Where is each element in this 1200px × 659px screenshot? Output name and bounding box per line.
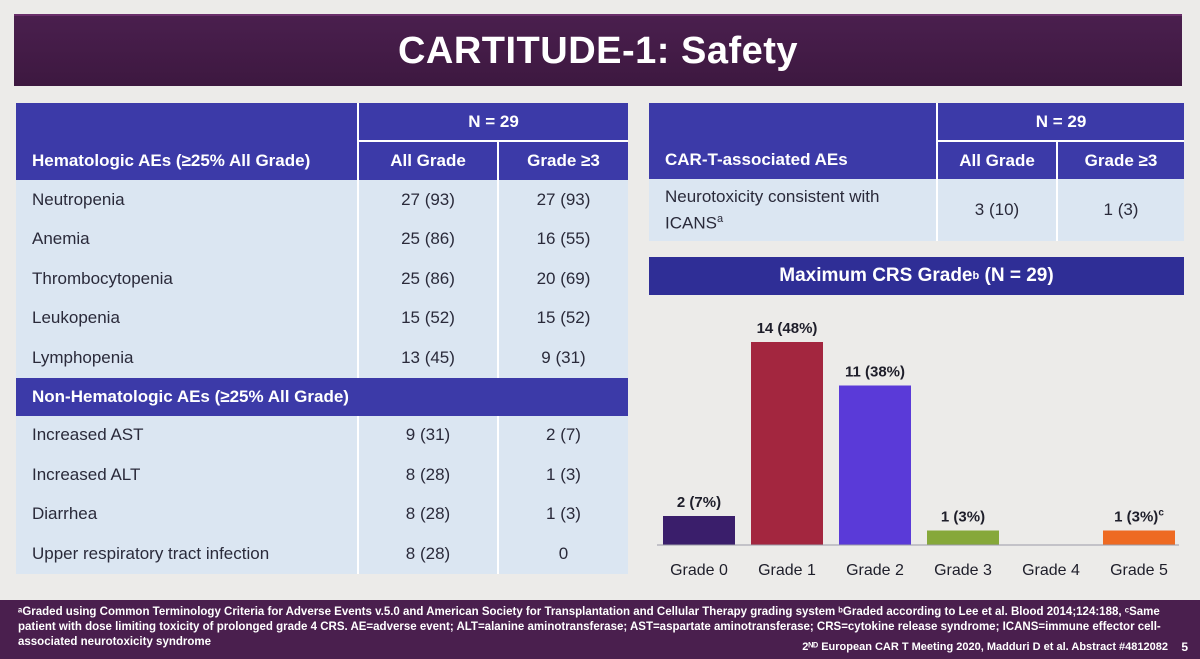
table-header-row: N = 29 [16, 103, 628, 142]
bar-grade-3 [927, 530, 999, 545]
col-header-all-grade: All Grade [936, 141, 1057, 179]
table-row: Increased AST 9 (31) 2 (7) [16, 415, 628, 455]
col-header-grade3: Grade ≥3 [1056, 141, 1184, 179]
cell-grade3: 16 (55) [497, 219, 628, 259]
cell-grade3: 20 (69) [497, 259, 628, 299]
cell-all-grade: 27 (93) [357, 180, 498, 220]
car-t-ae-table: N = 29 CAR-T-associated AEs All Grade Gr… [649, 103, 1184, 241]
slide-title: CARTITUDE-1: Safety [397, 29, 799, 72]
cell-grade3: 1 (3) [497, 494, 628, 534]
row-name: Increased AST [16, 415, 358, 455]
n-label: N = 29 [936, 103, 1184, 142]
section-label-non-hematologic: Non-Hematologic AEs (≥25% All Grade) [16, 377, 628, 416]
cell-all-grade: 3 (10) [936, 179, 1057, 241]
tick-label: Grade 1 [758, 562, 816, 579]
bar-grade-1 [751, 342, 823, 545]
table-row: Thrombocytopenia 25 (86) 20 (69) [16, 259, 628, 299]
tick-label: Grade 0 [670, 562, 728, 579]
cell-all-grade: 13 (45) [357, 338, 498, 378]
col-header-grade3: Grade ≥3 [497, 141, 628, 180]
section-row: Non-Hematologic AEs (≥25% All Grade) [16, 377, 628, 416]
cell-all-grade: 8 (28) [357, 534, 498, 574]
data-label: 11 (38%) [845, 364, 905, 381]
row-name: Thrombocytopenia [16, 259, 358, 299]
data-label: 2 (7%) [677, 494, 721, 511]
row-name: Anemia [16, 219, 358, 259]
table-row: Upper respiratory tract infection 8 (28) 0 [16, 534, 628, 574]
cell-grade3: 2 (7) [497, 415, 628, 455]
tick-label: Grade 4 [1022, 562, 1080, 579]
table-row: Neurotoxicity consistent with ICANSa 3 (… [649, 179, 1184, 241]
cell-grade3: 1 (3) [497, 455, 628, 495]
title-bar: CARTITUDE-1: Safety [14, 14, 1182, 86]
row-name: Upper respiratory tract infection [16, 534, 358, 574]
crs-bar-chart: 2 (7%) Grade 0 14 (48%) Grade 1 11 (38%) Grad… [657, 320, 1179, 579]
cell-all-grade: 25 (86) [357, 219, 498, 259]
tick-label: Grade 3 [934, 562, 992, 579]
cell-grade3: 9 (31) [497, 338, 628, 378]
bar-grade-2 [839, 385, 911, 545]
table-row: Increased ALT 8 (28) 1 (3) [16, 455, 628, 495]
hematologic-rows: Neutropenia 27 (93) 27 (93) Anemia 25 (86) 16… [16, 180, 628, 378]
section-label-car-t: CAR-T-associated AEs [649, 141, 937, 179]
table-header-row: Hematologic AEs (≥25% All Grade) All Gra… [16, 141, 628, 180]
data-label: 14 (48%) [757, 320, 818, 337]
section-label-hematologic: Hematologic AEs (≥25% All Grade) [16, 141, 358, 180]
tick-label: Grade 5 [1110, 562, 1168, 579]
data-label: 1 (3%)c [1114, 508, 1164, 526]
footnote: ᵃGraded using Common Terminology Criteri… [18, 606, 1161, 648]
cell-grade3: 15 (52) [497, 298, 628, 338]
cell-all-grade: 8 (28) [357, 455, 498, 495]
table-row: Lymphopenia 13 (45) 9 (31) [16, 338, 628, 378]
row-name-neurotoxicity: Neurotoxicity consistent with ICANSa [649, 179, 937, 241]
row-name: Leukopenia [16, 298, 358, 338]
hematologic-ae-table: N = 29 Hematologic AEs (≥25% All Grade) … [16, 103, 628, 574]
page-number: 5 [1181, 640, 1188, 654]
header-spacer [649, 103, 937, 141]
header-spacer [16, 103, 358, 141]
row-name: Neutropenia [16, 180, 358, 220]
row-name: Lymphopenia [16, 338, 358, 378]
table-row: Neutropenia 27 (93) 27 (93) [16, 180, 628, 220]
data-label: 1 (3%) [941, 509, 985, 526]
n-label: N = 29 [357, 103, 628, 142]
row-name: Diarrhea [16, 494, 358, 534]
table-row: Diarrhea 8 (28) 1 (3) [16, 494, 628, 534]
table-header-row: CAR-T-associated AEs All Grade Grade ≥3 [649, 141, 1184, 179]
bar-grade-5 [1103, 530, 1175, 545]
footer-bar [0, 600, 1200, 659]
table-row: Leukopenia 15 (52) 15 (52) [16, 298, 628, 338]
col-header-all-grade: All Grade [357, 141, 498, 180]
cell-grade3: 0 [497, 534, 628, 574]
cell-grade3: 1 (3) [1056, 179, 1184, 241]
bar-grade-0 [663, 516, 735, 545]
table-row: Anemia 25 (86) 16 (55) [16, 219, 628, 259]
non-hematologic-rows: Increased AST 9 (31) 2 (7) Increased ALT 8 (… [16, 415, 628, 574]
row-name: Increased ALT [16, 455, 358, 495]
crs-chart-header: Maximum CRS Grade b (N = 29) [649, 257, 1184, 295]
cell-grade3: 27 (93) [497, 180, 628, 220]
citation: 2ᴺᴰ European CAR T Meeting 2020, Madduri… [802, 641, 1168, 653]
cell-all-grade: 9 (31) [357, 415, 498, 455]
cell-all-grade: 8 (28) [357, 494, 498, 534]
table-header-row: N = 29 [649, 103, 1184, 142]
tick-label: Grade 2 [846, 562, 904, 579]
cell-all-grade: 25 (86) [357, 259, 498, 299]
cell-all-grade: 15 (52) [357, 298, 498, 338]
